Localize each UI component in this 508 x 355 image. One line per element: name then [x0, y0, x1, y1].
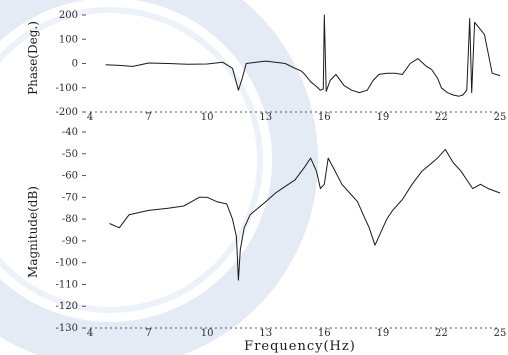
mag-y-tick-label: -50	[62, 149, 78, 160]
magnitude-x-ticks: 4 7 10 13 16 19 22 25	[87, 328, 507, 339]
phase-y-tick-label: 0	[72, 59, 78, 70]
phase-x-tick-label: 7	[145, 112, 151, 123]
mag-y-tick-label: -110	[56, 279, 78, 290]
watermark-ring-inner	[0, 7, 263, 313]
phase-x-tick-label: 10	[201, 112, 214, 123]
magnitude-x-axis-label: Frequency(Hz)	[244, 339, 356, 354]
phase-y-ticks: 200 100 0 -100 -200	[56, 10, 86, 118]
mag-x-tick-label: 19	[376, 328, 389, 339]
mag-y-tick-label: -70	[62, 192, 78, 203]
magnitude-panel: Magnitude(dB) -40 -50 -60 -70 -80 -90 -100 -110…	[26, 127, 506, 354]
phase-y-tick-label: 200	[59, 10, 78, 21]
mag-x-tick-label: 10	[201, 328, 214, 339]
mag-x-tick-label: 13	[259, 328, 272, 339]
mag-x-tick-label: 22	[435, 328, 448, 339]
magnitude-series-line	[109, 148, 501, 281]
mag-y-tick-label: -120	[56, 301, 78, 312]
mag-x-tick-label: 4	[87, 328, 93, 339]
phase-y-tick-label: -100	[56, 83, 78, 94]
watermark-ring-outer	[0, 0, 318, 355]
mag-y-tick-label: -90	[62, 236, 78, 247]
phase-x-tick-label: 25	[494, 112, 507, 123]
mag-y-tick-label: -130	[56, 323, 78, 334]
phase-x-tick-label: 19	[376, 112, 389, 123]
mag-y-tick-label: -60	[62, 171, 78, 182]
phase-series-line	[105, 14, 501, 97]
phase-x-tick-label: 16	[318, 112, 331, 123]
mag-x-tick-label: 7	[145, 328, 151, 339]
mag-y-tick-label: -80	[62, 214, 78, 225]
phase-panel: Phase(Deg.) 200 100 0 -100 -200 4 7 10 13 16 19 22…	[26, 10, 506, 123]
phase-y-axis-label: Phase(Deg.)	[26, 21, 40, 95]
magnitude-y-ticks: -40 -50 -60 -70 -80 -90 -100 -110 -120 -130	[56, 127, 86, 334]
phase-x-ticks: 4 7 10 13 16 19 22 25	[87, 112, 507, 123]
mag-x-tick-label: 16	[318, 328, 331, 339]
mag-y-tick-label: -40	[62, 127, 78, 138]
phase-x-tick-label: 4	[87, 112, 93, 123]
watermark-seal	[0, 0, 318, 355]
mag-y-tick-label: -100	[56, 258, 78, 269]
mag-x-tick-label: 25	[494, 328, 507, 339]
phase-y-tick-label: 100	[59, 34, 78, 45]
phase-x-tick-label: 22	[435, 112, 448, 123]
phase-x-tick-label: 13	[259, 112, 272, 123]
phase-y-tick-label: -200	[56, 107, 78, 118]
magnitude-y-axis-label: Magnitude(dB)	[26, 186, 40, 278]
